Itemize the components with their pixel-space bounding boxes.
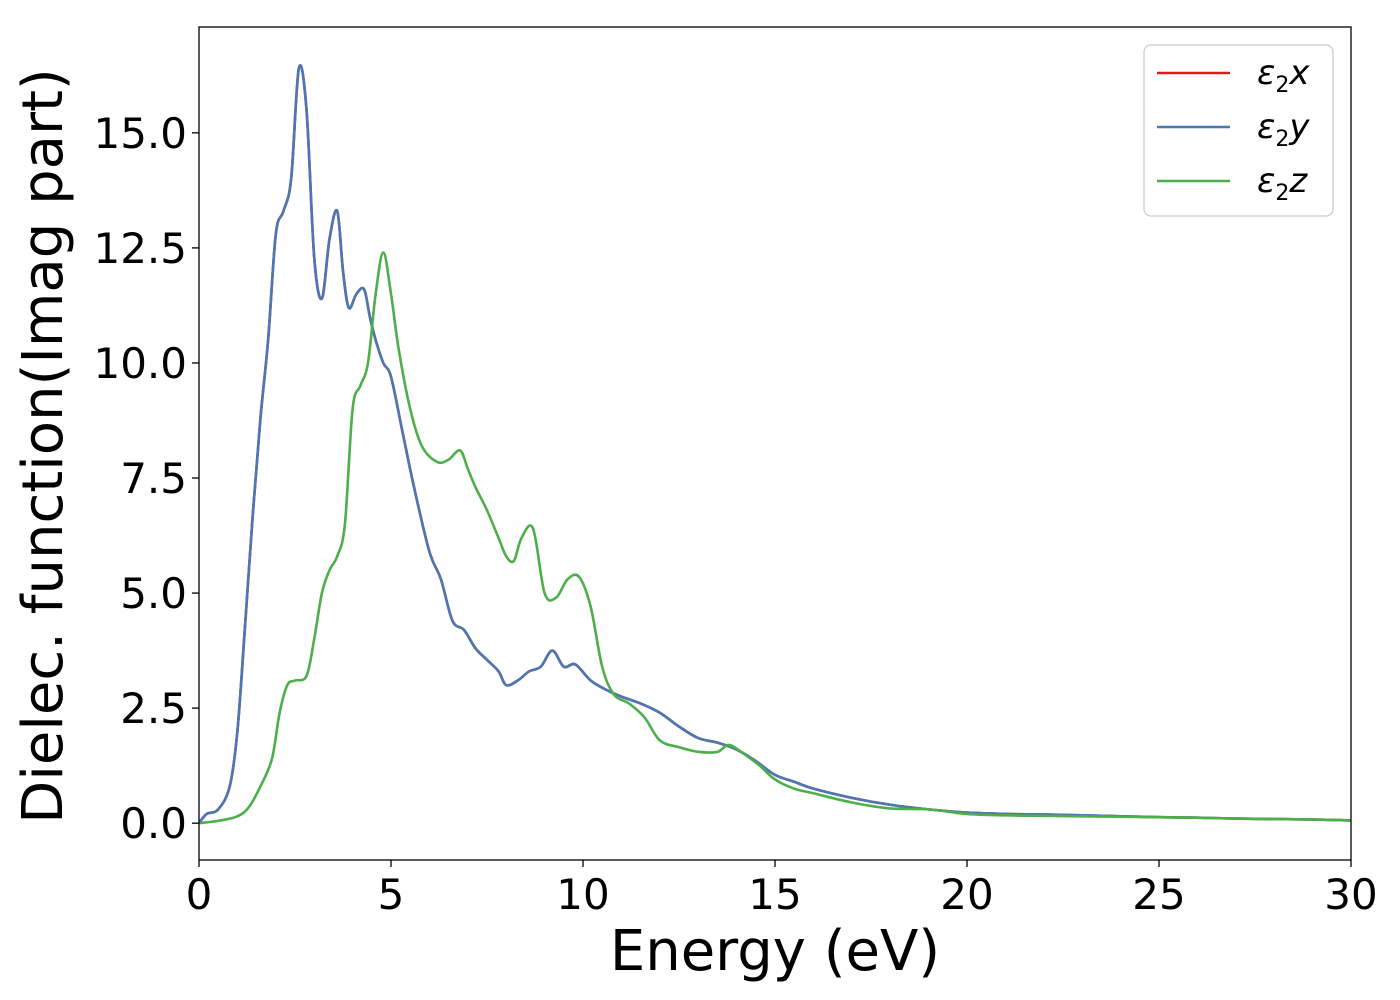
x-tick-label: 25	[1132, 870, 1185, 919]
legend-label-x: ε2x	[1257, 53, 1310, 98]
y-tick-label: 15.0	[93, 109, 187, 158]
x-axis-title: Energy (eV)	[610, 919, 940, 984]
y-tick-label: 10.0	[93, 339, 187, 388]
x-tick-label: 30	[1324, 870, 1377, 919]
y-tick-label: 2.5	[120, 684, 187, 733]
legend-label-y: ε2y	[1257, 107, 1310, 152]
series-line-y	[199, 64, 1351, 825]
y-axis-ticks: 0.0 2.5 5.0 7.5 10.0 12.5 15.0	[93, 109, 199, 848]
x-axis-ticks: 0 5 10 15 20 25 30	[186, 860, 1378, 919]
y-tick-label: 5.0	[120, 569, 187, 618]
y-tick-label: 7.5	[120, 454, 187, 503]
legend: ε2x ε2y ε2z	[1143, 44, 1334, 217]
y-axis-title: Dielec. function(Imag part)	[11, 68, 76, 824]
x-tick-label: 20	[940, 870, 993, 919]
x-tick-label: 10	[556, 870, 609, 919]
legend-box	[1143, 44, 1334, 217]
x-tick-label: 5	[378, 870, 405, 919]
y-tick-label: 0.0	[120, 799, 187, 848]
y-tick-label: 12.5	[93, 224, 187, 273]
x-tick-label: 0	[186, 870, 213, 919]
legend-label-z: ε2z	[1257, 161, 1308, 206]
series-line-z	[199, 251, 1351, 825]
x-tick-label: 15	[748, 870, 801, 919]
